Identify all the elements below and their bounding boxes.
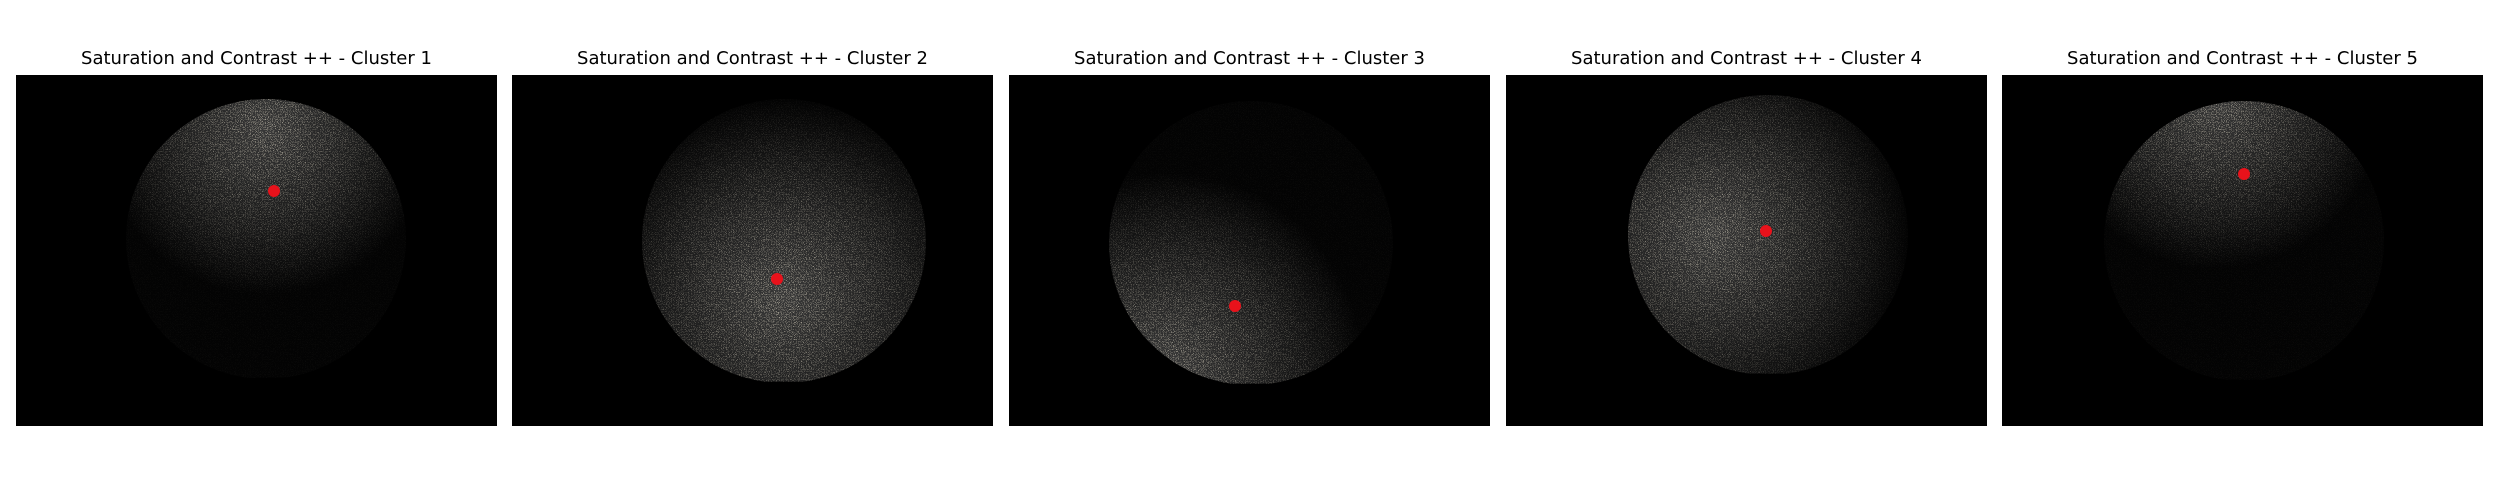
panel-title: Saturation and Contrast ++ - Cluster 4 [1571, 48, 1922, 69]
panel-title: Saturation and Contrast ++ - Cluster 1 [81, 48, 432, 69]
image-panel [1009, 75, 1490, 426]
panel-title: Saturation and Contrast ++ - Cluster 3 [1074, 48, 1425, 69]
cluster-centre [771, 273, 783, 285]
cluster-centre [1760, 225, 1772, 237]
wafer [642, 99, 926, 382]
image-panel [16, 75, 497, 426]
cluster-centre [1229, 300, 1241, 312]
panel-title: Saturation and Contrast ++ - Cluster 5 [2067, 48, 2418, 69]
image-panel [512, 75, 993, 426]
wafer [1109, 101, 1393, 384]
panel-title: Saturation and Contrast ++ - Cluster 2 [577, 48, 928, 69]
image-panel [2002, 75, 2483, 426]
wafer [2104, 101, 2384, 380]
cluster-centre [268, 185, 280, 197]
wafer [126, 99, 406, 378]
cluster-centre [2238, 168, 2250, 180]
image-panel [1506, 75, 1987, 426]
